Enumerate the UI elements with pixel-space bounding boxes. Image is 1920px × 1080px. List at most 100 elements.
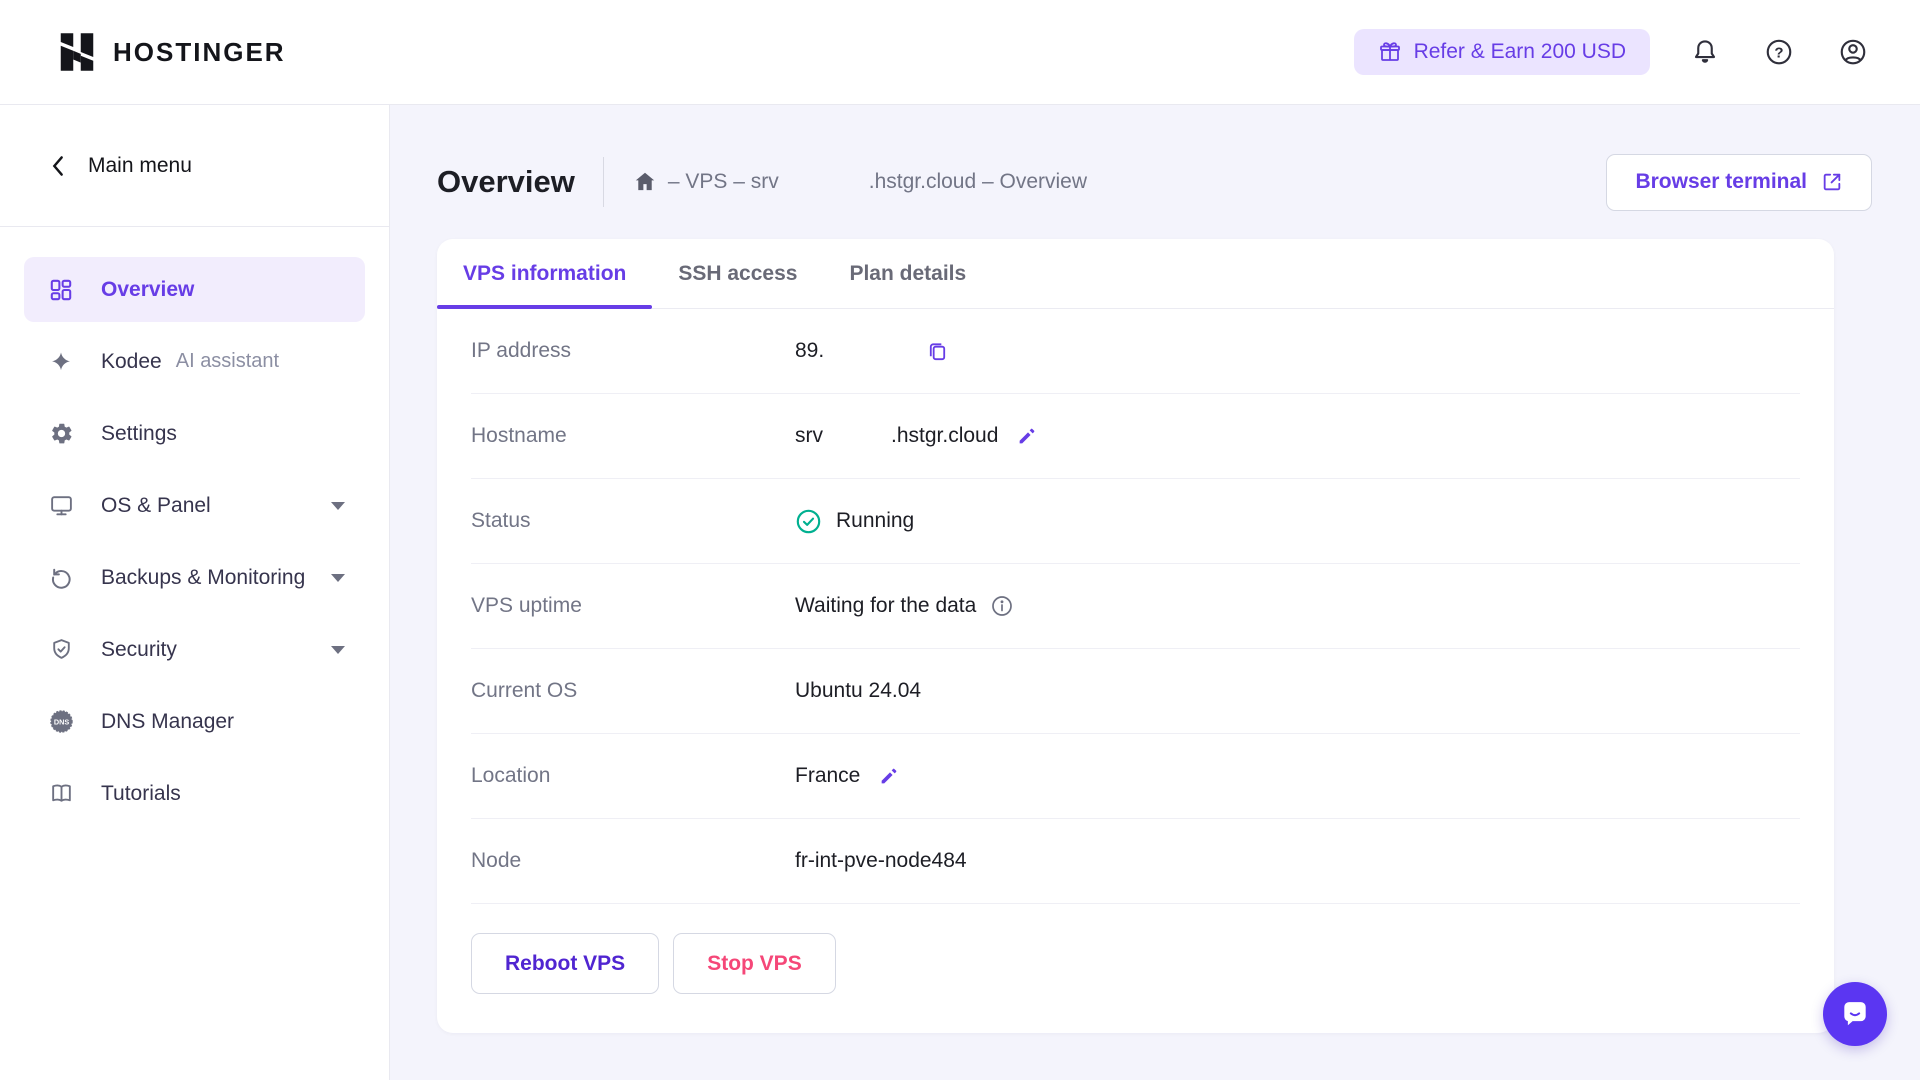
- browser-terminal-button[interactable]: Browser terminal: [1606, 153, 1872, 211]
- chat-widget-button[interactable]: [1823, 982, 1887, 1046]
- page-header: Overview – VPS – srv .hstgr.cloud – Over…: [437, 153, 1872, 211]
- chevron-down-icon: [331, 645, 345, 654]
- main-menu-back[interactable]: Main menu: [0, 105, 389, 227]
- check-circle-icon: [795, 508, 822, 535]
- sidebar-item-overview[interactable]: Overview: [24, 257, 365, 322]
- location-value: France: [795, 763, 902, 789]
- row-hostname: Hostname srv .hstgr.cloud: [471, 394, 1800, 479]
- info-icon[interactable]: [990, 594, 1014, 618]
- current-os-value: Ubuntu 24.04: [795, 679, 921, 703]
- chevron-down-icon: [331, 573, 345, 582]
- node-label: Node: [471, 849, 522, 872]
- location-text: France: [795, 764, 861, 787]
- topbar: HOSTINGER Refer & Earn 200 USD ?: [0, 0, 1920, 105]
- row-current-os: Current OS Ubuntu 24.04: [471, 649, 1800, 734]
- brand-name: HOSTINGER: [113, 36, 286, 67]
- gift-icon: [1379, 42, 1400, 61]
- reboot-vps-button[interactable]: Reboot VPS: [471, 933, 660, 994]
- page-title: Overview: [437, 164, 575, 199]
- svg-text:DNS: DNS: [53, 718, 69, 727]
- hostinger-logo[interactable]: HOSTINGER: [57, 32, 286, 72]
- uptime-text: Waiting for the data: [795, 594, 977, 617]
- sidebar-item-label: Tutorials: [101, 781, 181, 805]
- sidebar-item-tutorials[interactable]: Tutorials: [24, 761, 365, 826]
- main-menu-label: Main menu: [88, 153, 192, 177]
- header-divider: [602, 157, 604, 207]
- node-value: fr-int-pve-node484: [795, 849, 967, 873]
- profile-button[interactable]: [1834, 33, 1872, 71]
- copy-icon: [930, 342, 946, 360]
- sidebar-item-label: Security: [101, 637, 177, 661]
- gear-icon: [48, 421, 74, 447]
- notifications-button[interactable]: [1686, 33, 1724, 71]
- vps-info-card: VPS information SSH access Plan details …: [437, 239, 1834, 1033]
- profile-icon: [1840, 39, 1866, 65]
- row-status: Status Running: [471, 479, 1800, 564]
- current-os-label: Current OS: [471, 679, 578, 702]
- pencil-icon: [1020, 428, 1035, 444]
- row-ip-address: IP address 89.: [471, 309, 1800, 394]
- sidebar-item-label: Kodee: [101, 349, 162, 373]
- home-icon: [635, 172, 655, 191]
- status-value: Running: [795, 508, 914, 535]
- refer-earn-label: Refer & Earn 200 USD: [1413, 40, 1626, 63]
- restore-icon: [48, 565, 74, 591]
- edit-hostname-button[interactable]: [1014, 423, 1040, 449]
- shield-icon: [48, 637, 74, 663]
- status-badge: Running: [836, 509, 915, 532]
- edit-location-button[interactable]: [876, 763, 902, 789]
- sidebar-item-backups-monitoring[interactable]: Backups & Monitoring: [24, 545, 365, 610]
- sidebar-item-dns-manager[interactable]: DNS DNS Manager: [24, 689, 365, 754]
- sidebar-item-settings[interactable]: Settings: [24, 401, 365, 466]
- current-os-text: Ubuntu 24.04: [795, 679, 922, 702]
- stop-vps-button[interactable]: Stop VPS: [673, 933, 836, 994]
- breadcrumb-right: .hstgr.cloud – Overview: [868, 170, 1088, 193]
- tabs: VPS information SSH access Plan details: [437, 239, 1834, 309]
- uptime-label: VPS uptime: [471, 594, 582, 617]
- uptime-value: Waiting for the data: [795, 594, 1014, 618]
- ip-address-value: 89.: [795, 338, 951, 365]
- chevron-down-icon: [331, 501, 345, 510]
- breadcrumb: – VPS – srv .hstgr.cloud – Overview: [632, 169, 1087, 195]
- node-text: fr-int-pve-node484: [795, 849, 967, 872]
- pencil-icon: [882, 768, 897, 784]
- ip-address-text: 89.: [795, 339, 825, 362]
- refer-earn-button[interactable]: Refer & Earn 200 USD: [1353, 29, 1650, 75]
- sidebar-item-label: DNS Manager: [101, 709, 235, 733]
- help-button[interactable]: ?: [1760, 33, 1798, 71]
- bell-icon: [1694, 40, 1716, 63]
- copy-ip-button[interactable]: [924, 338, 951, 365]
- chat-bubble-icon: [1844, 1002, 1866, 1026]
- topbar-actions: Refer & Earn 200 USD ?: [1353, 29, 1872, 75]
- browser-terminal-label: Browser terminal: [1635, 170, 1807, 193]
- sidebar-item-label: Backups & Monitoring: [101, 565, 306, 589]
- dns-icon: DNS: [48, 709, 74, 735]
- main-content: Overview – VPS – srv .hstgr.cloud – Over…: [390, 105, 1920, 1080]
- kodee-spark-icon: [48, 349, 74, 375]
- sidebar-item-os-panel[interactable]: OS & Panel: [24, 473, 365, 538]
- row-location: Location France: [471, 734, 1800, 819]
- chevron-left-icon: [52, 155, 63, 176]
- tab-ssh-access[interactable]: SSH access: [652, 239, 823, 308]
- sidebar-item-label: Settings: [101, 421, 177, 445]
- location-label: Location: [471, 764, 551, 787]
- breadcrumb-left: – VPS – srv: [667, 170, 779, 193]
- tab-vps-information[interactable]: VPS information: [437, 239, 653, 309]
- monitor-icon: [48, 493, 74, 519]
- sidebar-item-label: OS & Panel: [101, 493, 211, 517]
- tab-plan-details[interactable]: Plan details: [823, 239, 992, 308]
- vps-actions: Reboot VPS Stop VPS: [437, 904, 1834, 994]
- vps-info-rows: IP address 89. Hostname: [437, 309, 1834, 904]
- sidebar-item-security[interactable]: Security: [24, 617, 365, 682]
- hostname-prefix-text: srv: [795, 424, 823, 447]
- help-icon: ?: [1766, 39, 1792, 65]
- layout: Main menu Overview: [0, 105, 1920, 1080]
- ip-address-label: IP address: [471, 339, 572, 362]
- hostinger-h-icon: [60, 33, 94, 71]
- dashboard-grid-icon: [48, 277, 74, 303]
- hostname-value: srv .hstgr.cloud: [795, 423, 1040, 449]
- external-link-icon: [1823, 173, 1841, 191]
- sidebar: Main menu Overview: [0, 105, 390, 1080]
- status-label: Status: [471, 509, 531, 532]
- sidebar-item-kodee[interactable]: Kodee AI assistant: [24, 329, 365, 394]
